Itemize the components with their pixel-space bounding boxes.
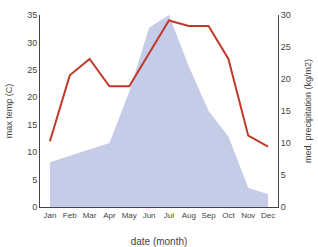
svg-text:Oct: Oct: [222, 211, 235, 220]
svg-text:15: 15: [281, 106, 291, 116]
svg-text:Aug: Aug: [182, 211, 196, 220]
svg-text:Dec: Dec: [261, 211, 275, 220]
svg-text:10: 10: [281, 138, 291, 148]
svg-text:10: 10: [27, 147, 37, 157]
svg-text:date (month): date (month): [131, 236, 188, 247]
svg-text:Jan: Jan: [43, 211, 56, 220]
svg-text:Apr: Apr: [103, 211, 116, 220]
svg-text:15: 15: [27, 120, 37, 130]
svg-text:max temp (C): max temp (C): [4, 84, 14, 139]
svg-text:35: 35: [27, 10, 37, 20]
svg-text:0: 0: [32, 202, 37, 212]
svg-text:Jun: Jun: [143, 211, 156, 220]
svg-text:30: 30: [27, 38, 37, 48]
svg-text:Jul: Jul: [164, 211, 174, 220]
svg-text:Feb: Feb: [63, 211, 77, 220]
svg-text:5: 5: [32, 175, 37, 185]
svg-text:20: 20: [281, 74, 291, 84]
svg-text:20: 20: [27, 92, 37, 102]
svg-text:30: 30: [281, 10, 291, 20]
svg-text:med. precipitation (kg/m2): med. precipitation (kg/m2): [303, 59, 313, 163]
svg-text:25: 25: [281, 42, 291, 52]
svg-text:May: May: [122, 211, 137, 220]
svg-text:5: 5: [281, 170, 286, 180]
svg-text:25: 25: [27, 65, 37, 75]
svg-text:Mar: Mar: [83, 211, 97, 220]
svg-text:0: 0: [281, 202, 286, 212]
svg-text:Nov: Nov: [241, 211, 255, 220]
svg-text:Sep: Sep: [201, 211, 216, 220]
